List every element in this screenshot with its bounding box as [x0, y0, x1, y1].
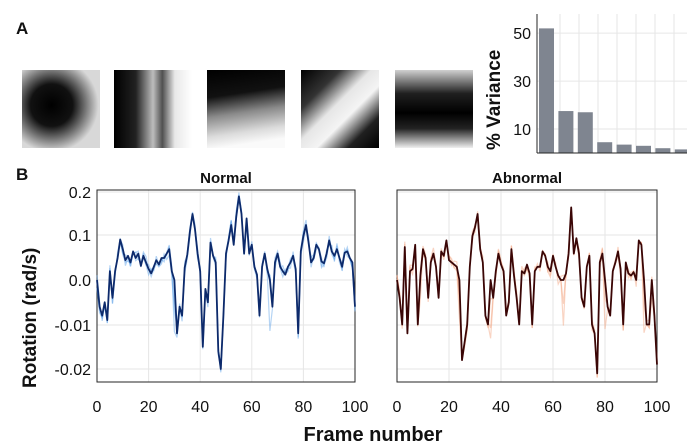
- normal-line-chart: 0 20 40 60 80 100 0.2 0.1 0.0 -0.01 -0.02: [55, 185, 369, 416]
- panel-b-letter: B: [16, 165, 28, 184]
- xtick-label: 80: [596, 399, 614, 416]
- xtick-label: 100: [342, 399, 369, 416]
- bar-ytick-label: 50: [513, 26, 531, 43]
- mode-1-image: [22, 70, 100, 148]
- xtick-label: 60: [544, 399, 562, 416]
- mode-5-image: [395, 70, 473, 148]
- plot-frame: [396, 189, 658, 383]
- xtick-label: 60: [243, 399, 261, 416]
- ytick-label: 0.2: [69, 185, 91, 202]
- xtick-label: 100: [644, 399, 671, 416]
- abnormal-line-chart: 0 20 40 60 80 100: [393, 189, 671, 416]
- xtick-label: 40: [191, 399, 209, 416]
- individual-trace: [396, 206, 658, 370]
- xtick-label: 20: [440, 399, 458, 416]
- variance-bar: [597, 142, 613, 153]
- ytick-label: 0.1: [69, 228, 91, 245]
- mode-images: [22, 70, 473, 148]
- mode-2-image: [114, 70, 192, 148]
- mean-trace-line: [396, 206, 658, 375]
- ytick-label: -0.02: [55, 362, 92, 379]
- individual-trace: [96, 198, 356, 373]
- variance-bar: [674, 149, 687, 153]
- ytick-label: 0.0: [69, 273, 91, 290]
- variance-bar: [577, 112, 593, 153]
- ytick-label: -0.01: [55, 318, 92, 335]
- variance-bar-chart: 10 30 50: [513, 14, 687, 154]
- xtick-label: 0: [93, 399, 102, 416]
- variance-bar: [539, 28, 554, 153]
- xtick-label: 20: [140, 399, 158, 416]
- mean-trace-line: [96, 195, 356, 370]
- normal-title: Normal: [200, 170, 252, 187]
- xtick-label: 0: [393, 399, 402, 416]
- individual-trace: [396, 210, 658, 378]
- variance-axis-label: % Variance: [484, 50, 505, 150]
- xtick-label: 40: [492, 399, 510, 416]
- individual-trace: [96, 195, 356, 371]
- bar-ytick-label: 30: [513, 74, 531, 91]
- bar-ytick-label: 10: [513, 122, 531, 139]
- rotation-axis-label: Rotation (rad/s): [20, 248, 41, 388]
- individual-trace: [396, 208, 658, 378]
- abnormal-title: Abnormal: [492, 170, 562, 187]
- variance-bar: [616, 144, 632, 153]
- mode-3-image: [207, 70, 285, 148]
- variance-bar: [558, 111, 574, 153]
- xtick-label: 80: [295, 399, 313, 416]
- mode-4-image: [301, 70, 379, 148]
- variance-bar: [655, 148, 671, 153]
- panel-a-letter: A: [16, 19, 28, 38]
- plot-frame: [96, 189, 356, 383]
- frame-number-axis-label: Frame number: [304, 424, 443, 446]
- variance-bar: [636, 145, 651, 153]
